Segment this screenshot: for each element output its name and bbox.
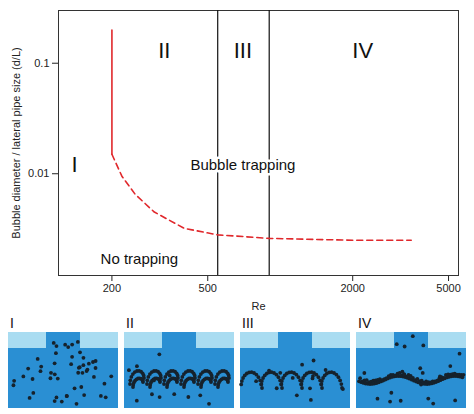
- svg-text:5000: 5000: [436, 282, 460, 294]
- svg-text:Bubble trapping: Bubble trapping: [190, 156, 295, 173]
- svg-text:2000: 2000: [340, 282, 364, 294]
- svg-text:II: II: [126, 315, 134, 331]
- svg-text:0.1: 0.1: [34, 57, 49, 69]
- svg-text:0.01: 0.01: [28, 167, 49, 179]
- svg-text:I: I: [72, 152, 78, 177]
- svg-text:I: I: [10, 315, 14, 331]
- svg-text:500: 500: [199, 282, 217, 294]
- svg-text:200: 200: [103, 282, 121, 294]
- svg-text:II: II: [158, 38, 170, 63]
- svg-text:III: III: [242, 315, 254, 331]
- svg-text:Bubble diameter / lateral pipe: Bubble diameter / lateral pipe size (d/L…: [10, 47, 22, 238]
- svg-text:III: III: [234, 38, 252, 63]
- svg-text:IV: IV: [358, 315, 372, 331]
- svg-text:Re: Re: [251, 300, 265, 312]
- svg-text:IV: IV: [352, 38, 373, 63]
- svg-text:No trapping: No trapping: [101, 250, 179, 267]
